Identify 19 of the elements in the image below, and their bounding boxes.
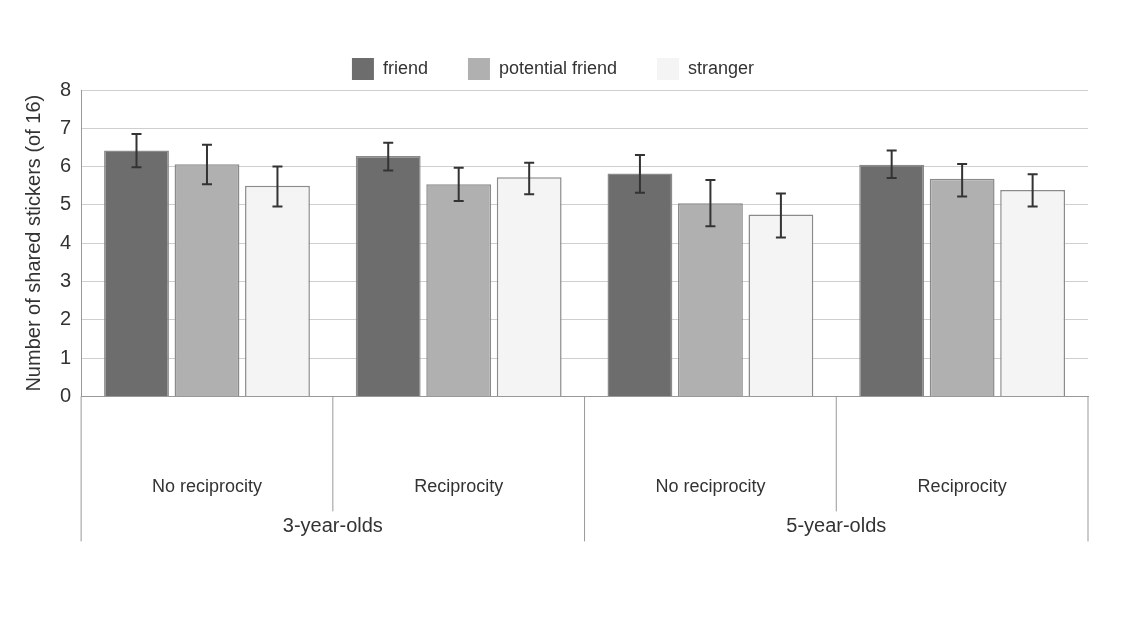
y-tick-label: 2 (60, 307, 72, 330)
y-tick-label: 4 (60, 230, 72, 253)
x-tick-label: No reciprocity (655, 476, 766, 497)
y-tick-label: 6 (60, 154, 72, 177)
y-tick-label: 0 (60, 383, 72, 406)
y-axis-title: Number of shared stickers (of 16) (21, 94, 44, 392)
legend-label: stranger (688, 57, 755, 78)
x-tick-label: Reciprocity (414, 476, 504, 497)
y-tick-label: 3 (60, 269, 72, 292)
x-tick-label: Reciprocity (917, 476, 1007, 497)
y-tick-label: 8 (60, 77, 72, 100)
text: 3-year-olds (282, 513, 383, 536)
y-tick-label: 5 (60, 192, 72, 215)
text: 5-year-olds (786, 513, 887, 536)
legend-label: friend (382, 57, 428, 78)
y-tick-label: 1 (60, 345, 72, 368)
legend-label: potential friend (498, 57, 618, 78)
y-tick-label: 7 (60, 115, 72, 138)
x-tick-label: No reciprocity (151, 476, 262, 497)
